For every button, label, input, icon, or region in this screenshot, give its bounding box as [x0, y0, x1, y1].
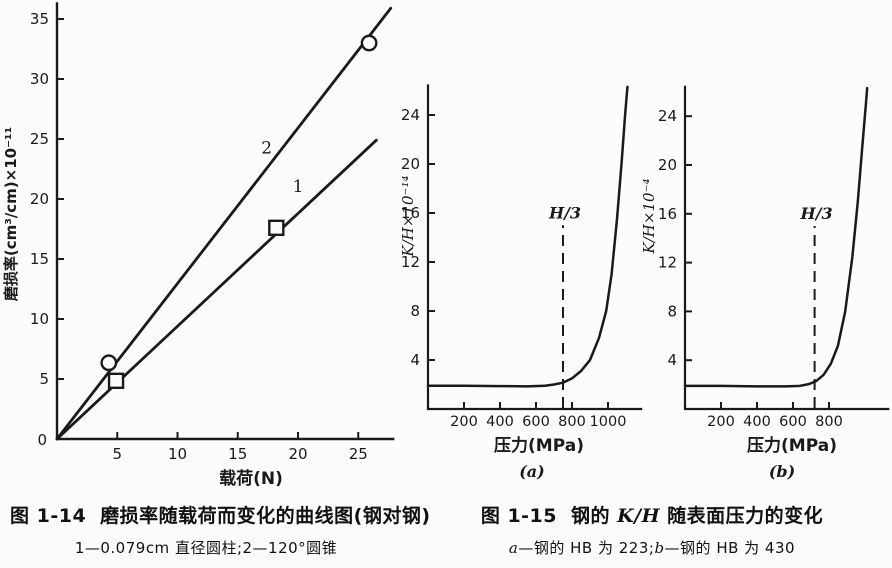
circle-marker [100, 354, 118, 372]
y-tick-label: 35 [30, 10, 49, 28]
y-tick-label: 16 [658, 205, 677, 223]
figure-1-14-title: 图 1-14 磨损率随载荷而变化的曲线图(钢对钢) [10, 501, 430, 528]
data-line-1 [55, 138, 378, 441]
legend-b-symbol: b [654, 539, 665, 557]
title-kh-symbol: K/H [617, 505, 661, 527]
kh-curve [683, 86, 869, 388]
x-tick-label: 600 [522, 414, 550, 430]
x-tick-label: 10 [168, 445, 187, 463]
x-tick-label: 20 [288, 445, 307, 463]
figure-1-15-title: 图 1-15 钢的 K/H 随表面压力的变化 [452, 501, 852, 528]
kh-curve [426, 85, 629, 388]
y-tick-label: 5 [39, 370, 49, 388]
y-tick-label: 30 [30, 70, 49, 88]
y-tick-label: 8 [667, 302, 677, 320]
x-tick-label: 400 [486, 414, 514, 430]
h3-label: H/3 [800, 204, 833, 223]
wear-rate-vs-load-chart: 5 10 15 20 25 30 35 5 10 15 20 25 0 1 2 载荷(N) 磨损率(cm³/cm… [2, 2, 395, 489]
y-tick-label: 4 [410, 351, 420, 369]
x-tick-label: 1000 [590, 414, 627, 430]
y-tick-label: 16 [401, 204, 420, 222]
y-axis-label: K/H×10⁻¹⁴ [400, 176, 417, 258]
legend-a-text: —钢的 HB 为 223; [518, 539, 655, 557]
y-tick-label: 20 [401, 155, 420, 173]
subfigure-label: (b) [769, 462, 795, 481]
x-tick-label: 200 [707, 414, 735, 430]
x-axis-label: 载荷(N) [219, 468, 283, 489]
legend-a-symbol: a [508, 539, 519, 557]
series-label-1: 1 [293, 177, 304, 197]
title-text-pre: 钢的 [571, 505, 618, 527]
x-tick-label: 400 [743, 414, 771, 430]
kh-vs-pressure-chart-b: 4 8 12 16 20 24 200 400 600 800 H/3 压力(MPa) K/H×10⁻⁴… [640, 85, 890, 481]
y-tick-label: 24 [401, 106, 420, 124]
figure-1-14-number: 图 1-14 [10, 505, 87, 527]
x-tick-label: 800 [815, 414, 843, 430]
y-tick-label: 4 [667, 351, 677, 369]
figure-1-15-legend-note: a—钢的 HB 为 223;b—钢的 HB 为 430 [452, 537, 852, 558]
square-marker [107, 372, 125, 389]
y-tick-label: 12 [658, 254, 677, 272]
x-tick-label: 600 [779, 414, 807, 430]
series-label-2: 2 [261, 138, 272, 158]
y-tick-label: 12 [401, 253, 420, 271]
data-line-2 [55, 6, 393, 441]
circle-marker [360, 34, 378, 52]
x-tick-label: 800 [558, 414, 586, 430]
origin-label: 0 [37, 431, 47, 449]
figure-1-15-number: 图 1-15 [480, 505, 557, 527]
x-axis-label: 压力(MPa) [747, 435, 837, 456]
legend-b-text: —钢的 HB 为 430 [664, 539, 796, 557]
y-axis-label: 磨损率(cm³/cm)×10⁻¹¹ [2, 127, 20, 302]
title-text-post: 随表面压力的变化 [660, 505, 824, 527]
y-tick-label: 20 [30, 190, 49, 208]
y-tick-label: 24 [658, 107, 677, 125]
y-axis-label: K/H×10⁻⁴ [640, 179, 658, 255]
figure-1-14-caption: 图 1-14 磨损率随载荷而变化的曲线图(钢对钢) 1—0.079cm 直径圆柱;… [10, 501, 430, 558]
figure-1-15-caption: 图 1-15 钢的 K/H 随表面压力的变化 a—钢的 HB 为 223;b—钢的… [452, 501, 852, 558]
figure-1-14-title-text: 磨损率随载荷而变化的曲线图(钢对钢) [100, 505, 431, 527]
subfigure-label: (a) [519, 462, 545, 481]
square-marker [268, 219, 285, 237]
x-tick-label: 5 [112, 445, 122, 463]
x-tick-label: 200 [450, 414, 478, 430]
y-tick-label: 15 [30, 250, 49, 268]
kh-vs-pressure-chart-a: 4 8 12 16 20 24 200 400 600 800 1000 H/3 压力(MPa) K/H×… [400, 84, 643, 481]
y-tick-label: 25 [30, 130, 49, 148]
y-tick-label: 8 [410, 302, 420, 320]
x-axis-label: 压力(MPa) [494, 435, 584, 456]
x-tick-label: 25 [349, 445, 368, 463]
y-tick-label: 20 [658, 156, 677, 174]
x-tick-label: 15 [228, 445, 247, 463]
y-tick-label: 10 [30, 310, 49, 328]
figure-1-14-legend-note: 1—0.079cm 直径圆柱;2—120°圆锥 [74, 539, 338, 557]
h3-label: H/3 [548, 203, 581, 222]
figure-1-15-title-text: 钢的 K/H 随表面压力的变化 [571, 505, 823, 527]
